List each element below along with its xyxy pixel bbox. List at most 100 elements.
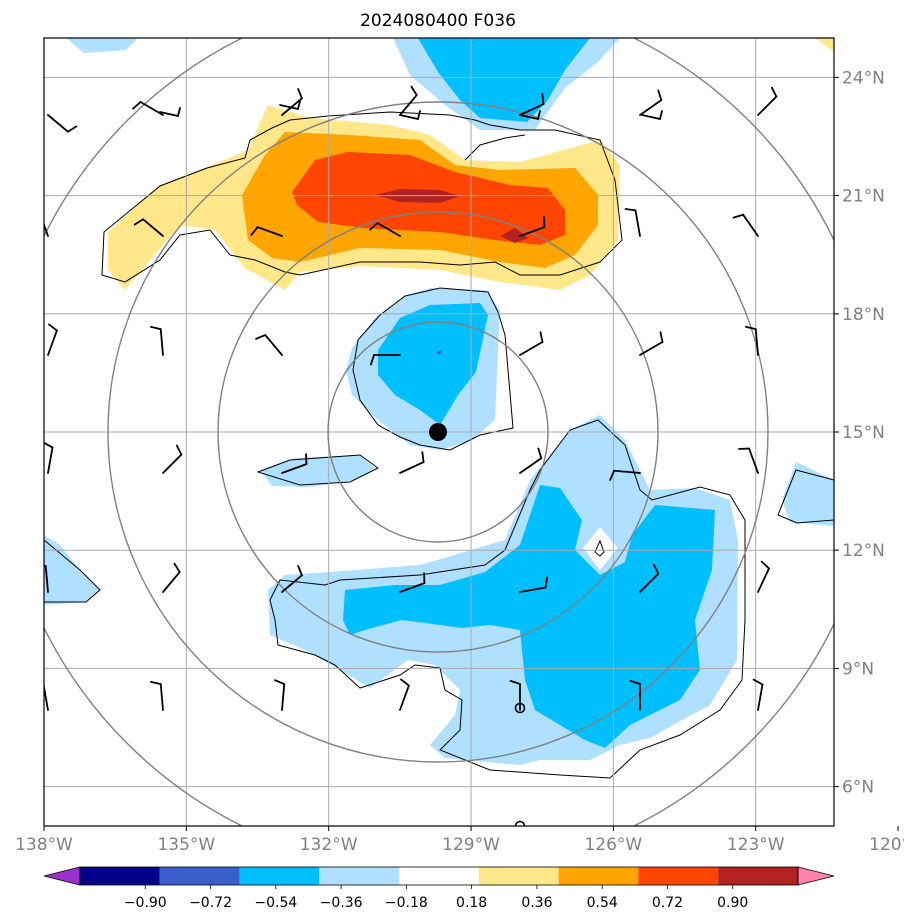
positive-anomaly-corner: [815, 38, 834, 52]
negative-anomaly-right-edge: [782, 462, 834, 526]
figure-title: 2024080400 F036: [360, 11, 516, 31]
wind-barb: [162, 444, 183, 474]
colorbar-label: 0.36: [521, 895, 552, 911]
negative-anomaly-west-strip: [260, 455, 375, 487]
colorbar-swatch: [718, 867, 798, 885]
wind-barb: [250, 226, 283, 237]
wind-barb: [132, 101, 164, 116]
negative-anomaly-center-core: [378, 303, 488, 425]
wind-barb: [519, 110, 541, 120]
lat-tick-label: 9°N: [842, 659, 874, 679]
wind-barb: [641, 110, 663, 120]
wind-barb: [519, 447, 543, 474]
wind-barb: [281, 88, 303, 116]
lon-tick-label: 120°W: [869, 835, 904, 855]
wind-barb: [399, 678, 410, 711]
colorbar-frame: [79, 866, 799, 886]
negative-anomaly-south-core: [343, 485, 715, 748]
wind-barb: [399, 85, 418, 116]
wind-barb: [274, 679, 286, 711]
wind-barb: [369, 222, 401, 237]
wind-barb: [629, 680, 641, 711]
colorbar-label: −0.54: [254, 895, 297, 911]
wind-barb: [509, 680, 521, 711]
wind-barb: [738, 447, 759, 474]
colorbar-label: −0.72: [189, 895, 232, 911]
colorbar-label: −0.18: [385, 895, 428, 911]
lon-tick-label: 135°W: [157, 835, 215, 855]
station-marker: [514, 702, 526, 714]
wind-barb: [757, 560, 770, 593]
colorbar-label: −0.90: [124, 895, 167, 911]
negative-anomaly-center-dot: [436, 350, 442, 355]
map-area: [44, 38, 834, 826]
storm-center-marker: [429, 423, 447, 441]
wind-barb: [752, 678, 764, 711]
wind-barb: [44, 441, 54, 474]
lon-tick-label: 138°W: [15, 835, 73, 855]
colorbar-swatch: [638, 867, 719, 885]
colorbar-label: 0.54: [587, 895, 618, 911]
lat-tick-label: 6°N: [842, 778, 874, 798]
range-ring-3: [107, 101, 769, 763]
negative-anomaly-topleft: [66, 38, 138, 53]
wind-barb: [757, 86, 778, 116]
colorbar-swatch: [399, 867, 479, 885]
wind-barb: [609, 469, 641, 481]
lon-tick-label: 126°W: [584, 835, 642, 855]
wind-barb: [519, 93, 545, 116]
lat-lon-grid: [44, 38, 834, 826]
negative-anomaly-north-core: [418, 38, 590, 122]
wind-barb: [745, 325, 759, 356]
wind-barb: [639, 331, 664, 356]
wind-barb: [255, 334, 283, 356]
wind-barb: [399, 110, 421, 120]
wind-barb: [519, 576, 548, 593]
wind-barb: [162, 562, 181, 593]
latitude-axis: 6°N 9°N 12°N 15°N 18°N 21°N 24°N: [834, 68, 885, 798]
wind-barb: [47, 114, 78, 133]
longitude-axis: 138°W 135°W 132°W 129°W 126°W 123°W 120°W: [15, 826, 904, 855]
lon-tick-label: 123°W: [727, 835, 785, 855]
range-ring-2: [217, 211, 659, 653]
colorbar-extend-low: [43, 866, 81, 886]
colorbar: −0.90 −0.72 −0.54 −0.36 −0.18 0.18 0.36 0.54 0.7…: [43, 866, 835, 911]
wind-barb: [639, 89, 663, 116]
wind-barb: [639, 563, 660, 593]
wind-barbs: [44, 85, 778, 711]
neutral-pocket: [583, 527, 618, 570]
positive-anomaly-band-max-small: [500, 228, 528, 243]
wind-barb: [133, 218, 164, 237]
colorbar-label: 0.90: [717, 895, 748, 911]
wind-barb: [279, 100, 301, 110]
colorbar-swatch: [80, 867, 160, 885]
wind-barb: [44, 222, 49, 237]
colorbar-swatch: [558, 867, 639, 885]
wind-barb: [47, 323, 58, 356]
colorbar-swatch: [239, 867, 320, 885]
wind-barb: [281, 565, 303, 593]
lon-tick-label: 129°W: [442, 835, 500, 855]
wind-barb: [150, 680, 164, 711]
wind-barb: [399, 451, 425, 474]
negative-anomaly-left-edge: [44, 535, 100, 605]
colorbar-label: −0.36: [320, 895, 363, 911]
colorbar-extend-high: [797, 866, 835, 886]
lon-tick-label: 132°W: [300, 835, 358, 855]
lat-tick-label: 21°N: [842, 187, 885, 207]
lat-tick-label: 18°N: [842, 305, 885, 325]
colorbar-label: 0.72: [652, 895, 683, 911]
wind-barb: [399, 572, 426, 593]
wind-barb: [519, 331, 544, 356]
range-ring-1: [327, 321, 549, 543]
wind-barb: [624, 208, 641, 237]
lat-tick-label: 12°N: [842, 541, 885, 561]
wind-barb: [732, 213, 759, 237]
colorbar-label: 0.18: [456, 895, 487, 911]
wind-barb: [150, 325, 164, 356]
colorbar-swatch: [159, 867, 240, 885]
colorbar-swatch: [319, 867, 400, 885]
lat-tick-label: 24°N: [842, 68, 885, 88]
colorbar-swatch: [478, 867, 559, 885]
